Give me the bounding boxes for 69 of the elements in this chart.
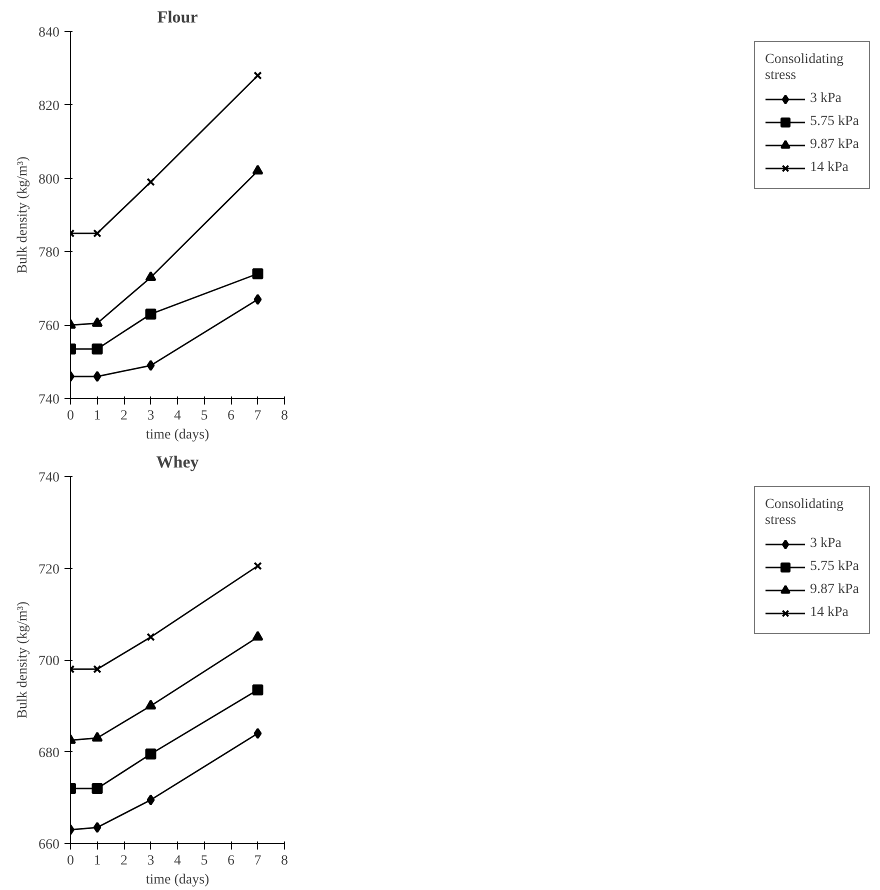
point bbox=[252, 268, 264, 280]
x-tick-label: 4 bbox=[174, 854, 181, 868]
x-tick-label: 1 bbox=[94, 854, 101, 868]
legend-label: 9.87 kPa bbox=[810, 582, 859, 598]
y-tick-label: 780 bbox=[38, 246, 60, 261]
y-tick-label: 800 bbox=[38, 172, 60, 188]
y-tick-label: 840 bbox=[38, 26, 60, 40]
x-tick-label: 8 bbox=[281, 408, 288, 424]
y-tick-label: 680 bbox=[38, 746, 60, 761]
x-axis-title: time (days) bbox=[146, 872, 210, 888]
chart-title: Flour bbox=[157, 8, 198, 26]
point bbox=[146, 632, 155, 642]
legend-title: Consolidating stress bbox=[765, 497, 845, 529]
x-axis-title: time (days) bbox=[146, 428, 210, 442]
point bbox=[93, 370, 102, 382]
legend-label: 5.75 kPa bbox=[810, 114, 859, 130]
x-tick-label: 0 bbox=[67, 854, 74, 868]
point bbox=[92, 782, 103, 794]
x-tick-label: 1 bbox=[94, 408, 101, 424]
y-tick-label: 740 bbox=[38, 392, 60, 408]
point bbox=[252, 684, 264, 696]
y-tick-label: 760 bbox=[38, 319, 60, 334]
legend-label: 3 kPa bbox=[810, 536, 842, 552]
x-tick-label: 6 bbox=[228, 408, 234, 424]
point bbox=[254, 562, 262, 570]
point bbox=[145, 748, 156, 760]
legend-title: Consolidating stress bbox=[765, 52, 845, 84]
point bbox=[145, 271, 156, 281]
point bbox=[92, 317, 103, 327]
y-tick-label: 660 bbox=[38, 838, 60, 852]
y-axis-title: Bulk density (kg/m³) bbox=[16, 156, 30, 274]
x-tick-label: 2 bbox=[120, 408, 128, 424]
point bbox=[252, 630, 264, 641]
point bbox=[254, 71, 262, 80]
point bbox=[252, 164, 264, 175]
point bbox=[145, 308, 156, 320]
x-tick-label: 7 bbox=[254, 854, 262, 868]
point bbox=[146, 360, 155, 371]
point bbox=[93, 229, 102, 238]
x-tick-label: 4 bbox=[174, 408, 181, 424]
legend-label: 14 kPa bbox=[810, 160, 848, 176]
point bbox=[145, 700, 156, 710]
point bbox=[254, 294, 262, 305]
chart-title: Whey bbox=[156, 452, 200, 472]
point bbox=[93, 664, 102, 674]
x-tick-label: 3 bbox=[147, 408, 154, 424]
point bbox=[93, 822, 102, 833]
legend-label: 9.87 kPa bbox=[810, 137, 859, 153]
x-tick-label: 5 bbox=[200, 408, 208, 424]
point bbox=[92, 732, 103, 742]
legend-label: 3 kPa bbox=[810, 91, 842, 107]
legend-label: 14 kPa bbox=[810, 605, 848, 621]
y-tick-label: 700 bbox=[38, 654, 60, 669]
point bbox=[92, 343, 103, 354]
x-tick-label: 5 bbox=[200, 854, 208, 868]
legend-label: 5.75 kPa bbox=[810, 559, 859, 575]
y-tick-label: 720 bbox=[38, 562, 60, 578]
point bbox=[146, 794, 155, 806]
y-tick-label: 820 bbox=[38, 98, 60, 114]
x-tick-label: 6 bbox=[228, 854, 234, 868]
point bbox=[254, 728, 262, 739]
x-tick-label: 0 bbox=[67, 408, 74, 424]
y-axis-title: Bulk density (kg/m³) bbox=[16, 601, 30, 718]
x-tick-label: 8 bbox=[281, 854, 288, 868]
point bbox=[146, 178, 155, 186]
x-tick-label: 3 bbox=[147, 854, 154, 868]
x-tick-label: 2 bbox=[120, 854, 128, 868]
x-tick-label: 7 bbox=[254, 408, 262, 424]
y-tick-label: 740 bbox=[38, 470, 60, 486]
